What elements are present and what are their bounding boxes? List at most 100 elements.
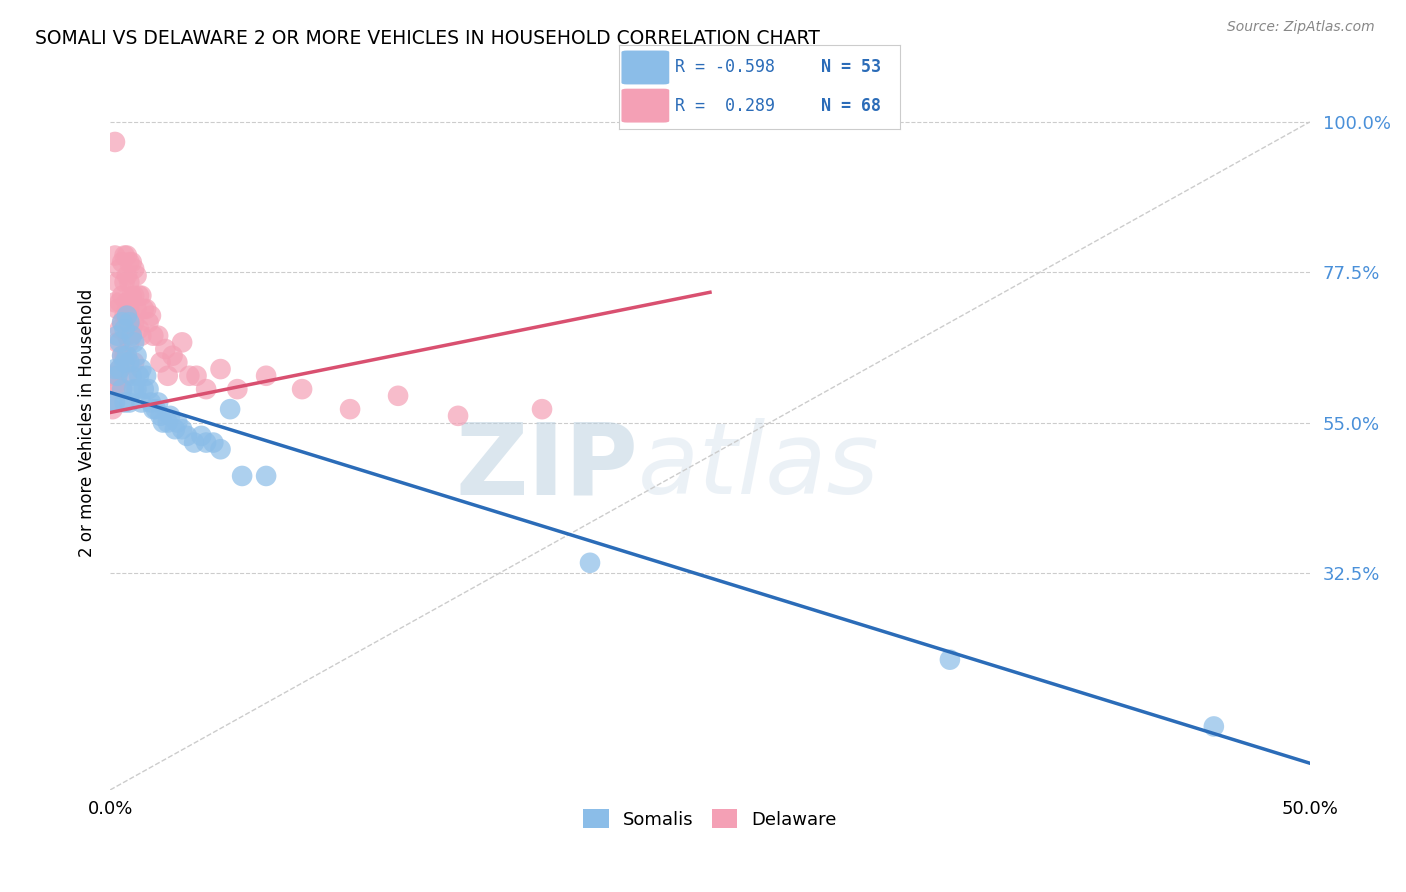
Point bbox=[114, 349, 136, 363]
Point bbox=[114, 395, 136, 409]
Point bbox=[105, 328, 128, 343]
Point bbox=[139, 309, 162, 323]
Point bbox=[579, 556, 602, 570]
Point bbox=[209, 362, 232, 376]
Point bbox=[195, 382, 218, 396]
Point bbox=[125, 382, 148, 396]
Point bbox=[115, 309, 138, 323]
Point bbox=[172, 422, 194, 436]
Point bbox=[108, 335, 131, 350]
Point bbox=[114, 322, 136, 336]
Point bbox=[149, 409, 172, 423]
Point bbox=[122, 288, 145, 302]
Point bbox=[145, 402, 167, 417]
Point bbox=[195, 435, 218, 450]
Point bbox=[226, 382, 249, 396]
Point bbox=[138, 382, 160, 396]
Point bbox=[291, 382, 314, 396]
Point bbox=[111, 315, 134, 329]
Point bbox=[108, 322, 131, 336]
Point bbox=[125, 268, 148, 283]
Point bbox=[105, 335, 128, 350]
FancyBboxPatch shape bbox=[621, 88, 669, 122]
Point bbox=[105, 301, 128, 316]
Point bbox=[156, 416, 179, 430]
Point bbox=[146, 395, 169, 409]
Text: R = -0.598: R = -0.598 bbox=[675, 59, 775, 77]
Point bbox=[105, 275, 128, 289]
Text: ZIP: ZIP bbox=[456, 418, 638, 515]
Point bbox=[121, 328, 143, 343]
Point bbox=[114, 355, 136, 369]
Point bbox=[135, 301, 157, 316]
Point bbox=[135, 368, 157, 383]
Point bbox=[104, 135, 127, 149]
Text: Source: ZipAtlas.com: Source: ZipAtlas.com bbox=[1227, 20, 1375, 34]
Point bbox=[111, 315, 134, 329]
Point bbox=[108, 261, 131, 276]
Point bbox=[139, 395, 162, 409]
Point bbox=[149, 355, 172, 369]
Point bbox=[166, 355, 188, 369]
Point bbox=[118, 301, 141, 316]
Text: atlas: atlas bbox=[638, 418, 880, 515]
Point bbox=[339, 402, 361, 417]
Point bbox=[132, 301, 155, 316]
Point bbox=[114, 309, 136, 323]
Point bbox=[176, 429, 198, 443]
Point bbox=[159, 409, 181, 423]
Point bbox=[115, 349, 138, 363]
Point bbox=[118, 255, 141, 269]
Point bbox=[162, 349, 184, 363]
Point bbox=[531, 402, 554, 417]
Point bbox=[125, 349, 148, 363]
Point bbox=[190, 429, 212, 443]
Point bbox=[254, 368, 277, 383]
Point bbox=[121, 368, 143, 383]
Y-axis label: 2 or more Vehicles in Household: 2 or more Vehicles in Household bbox=[79, 288, 96, 557]
Point bbox=[108, 295, 131, 310]
Point bbox=[939, 653, 962, 667]
Point bbox=[219, 402, 242, 417]
Point bbox=[1202, 719, 1225, 733]
Point bbox=[104, 295, 127, 310]
Point bbox=[142, 328, 165, 343]
Point bbox=[108, 362, 131, 376]
Text: N = 53: N = 53 bbox=[821, 59, 882, 77]
Point bbox=[122, 261, 145, 276]
Point bbox=[156, 368, 179, 383]
Point bbox=[115, 268, 138, 283]
Point bbox=[155, 342, 177, 356]
Point bbox=[125, 301, 148, 316]
Point bbox=[114, 248, 136, 262]
Point bbox=[122, 315, 145, 329]
Point bbox=[104, 395, 127, 409]
Point bbox=[172, 335, 194, 350]
Point bbox=[131, 362, 153, 376]
Point bbox=[111, 382, 134, 396]
Point bbox=[142, 402, 165, 417]
Point bbox=[118, 395, 141, 409]
Point bbox=[108, 362, 131, 376]
Point bbox=[183, 435, 205, 450]
FancyBboxPatch shape bbox=[621, 51, 669, 85]
Point bbox=[254, 469, 277, 483]
Point bbox=[118, 315, 141, 329]
Point bbox=[387, 389, 409, 403]
Point bbox=[146, 328, 169, 343]
Text: R =  0.289: R = 0.289 bbox=[675, 96, 775, 114]
Point bbox=[131, 328, 153, 343]
Point bbox=[447, 409, 470, 423]
Point bbox=[209, 442, 232, 457]
Point bbox=[163, 422, 186, 436]
Point bbox=[111, 349, 134, 363]
Point bbox=[166, 416, 188, 430]
Text: SOMALI VS DELAWARE 2 OR MORE VEHICLES IN HOUSEHOLD CORRELATION CHART: SOMALI VS DELAWARE 2 OR MORE VEHICLES IN… bbox=[35, 29, 820, 47]
Point bbox=[122, 355, 145, 369]
Point bbox=[121, 288, 143, 302]
Point bbox=[179, 368, 201, 383]
Point bbox=[152, 416, 174, 430]
Point bbox=[111, 382, 134, 396]
Point bbox=[105, 368, 128, 383]
Point bbox=[101, 395, 124, 409]
